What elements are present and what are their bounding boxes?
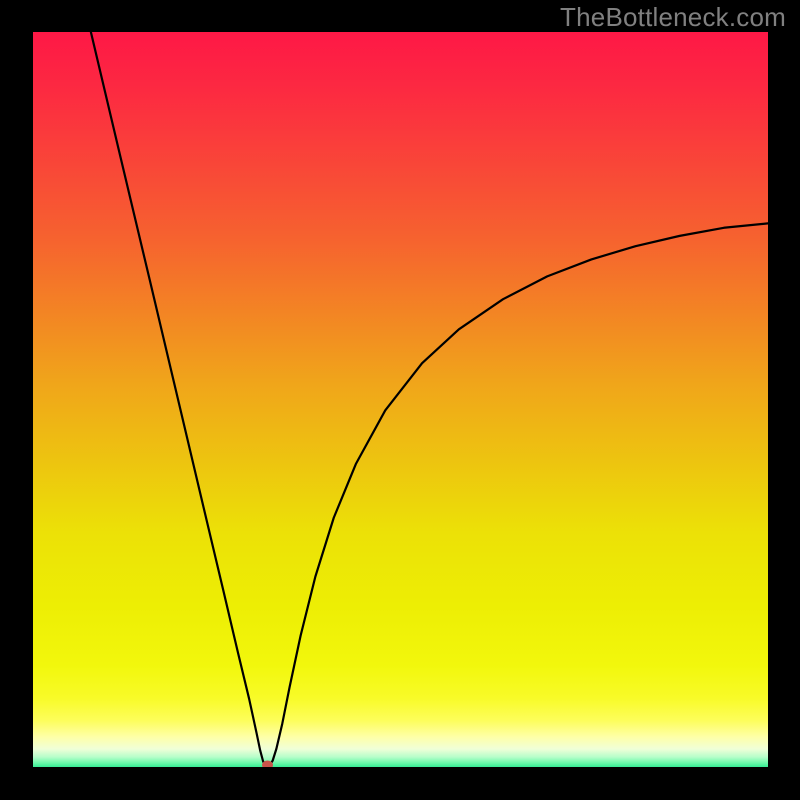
gradient-background [32,32,768,768]
chart-stage: TheBottleneck.com [0,0,800,800]
watermark-label: TheBottleneck.com [560,2,786,33]
bottleneck-chart [0,0,800,800]
